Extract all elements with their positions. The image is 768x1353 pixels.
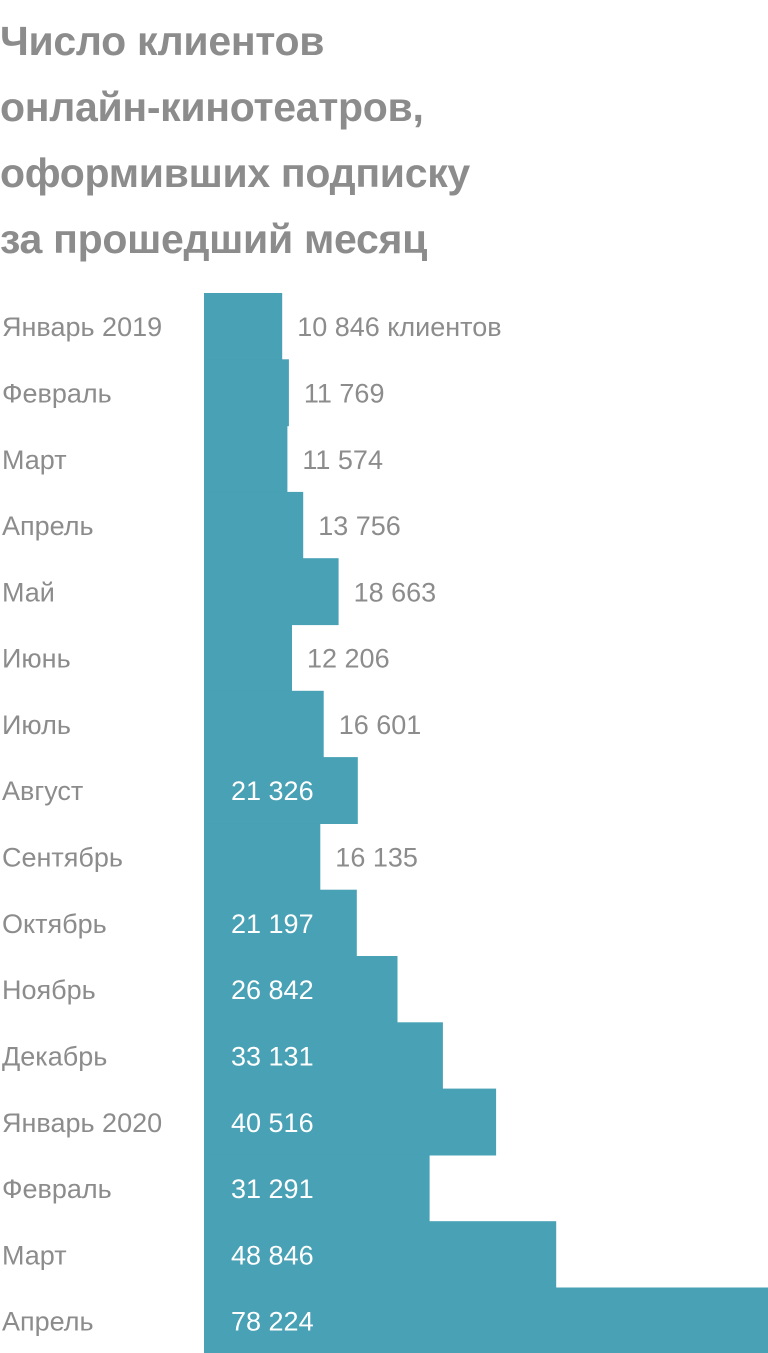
- value-label: 78 224: [231, 1307, 314, 1337]
- chart-title: Число клиентов онлайн-кинотеатров, оформ…: [0, 18, 470, 262]
- value-label: 13 756: [318, 511, 401, 541]
- bar: [204, 1221, 557, 1289]
- value-label: 21 197: [231, 909, 314, 939]
- category-label: Март: [2, 1240, 67, 1270]
- bar: [204, 823, 321, 891]
- value-label: 21 326: [231, 776, 314, 806]
- value-label: 10 846 клиентов: [297, 312, 501, 342]
- bar: [204, 956, 398, 1023]
- value-label: 33 131: [231, 1042, 314, 1072]
- category-label: Июль: [2, 710, 71, 740]
- value-label: 16 135: [335, 843, 418, 873]
- category-label: Октябрь: [2, 909, 107, 939]
- value-label: 18 663: [354, 577, 437, 607]
- bar: [204, 624, 292, 692]
- value-label: 11 574: [302, 445, 383, 475]
- value-label: 31 291: [231, 1174, 314, 1204]
- category-label: Ноябрь: [2, 975, 96, 1005]
- bar: [204, 425, 288, 493]
- value-label: 12 206: [307, 644, 390, 674]
- category-label: Апрель: [2, 1307, 94, 1337]
- bar: [204, 1287, 768, 1353]
- bar: [204, 690, 324, 758]
- bar: [204, 1154, 430, 1222]
- category-label: Январь 2019: [2, 312, 162, 342]
- bar: [204, 359, 289, 427]
- category-label: Март: [2, 445, 67, 475]
- category-label: Февраль: [2, 378, 112, 408]
- bar: [204, 757, 358, 824]
- category-label: Декабрь: [2, 1042, 107, 1072]
- value-label: 40 516: [231, 1108, 314, 1138]
- category-label: Апрель: [2, 511, 94, 541]
- bar: [204, 889, 357, 957]
- value-label: 16 601: [339, 710, 422, 740]
- bar: [204, 558, 339, 626]
- value-label: 11 769: [304, 378, 385, 408]
- bar: [204, 1088, 497, 1156]
- bar: [204, 1022, 443, 1090]
- category-label: Июнь: [2, 644, 71, 674]
- value-label: 26 842: [231, 975, 314, 1005]
- bar: [204, 293, 283, 360]
- value-label: 48 846: [231, 1240, 314, 1270]
- category-label: Май: [2, 577, 55, 607]
- category-label: Январь 2020: [2, 1108, 162, 1138]
- category-label: Август: [2, 776, 83, 806]
- category-label: Сентябрь: [2, 843, 123, 873]
- bar: [204, 491, 304, 559]
- category-label: Февраль: [2, 1174, 112, 1204]
